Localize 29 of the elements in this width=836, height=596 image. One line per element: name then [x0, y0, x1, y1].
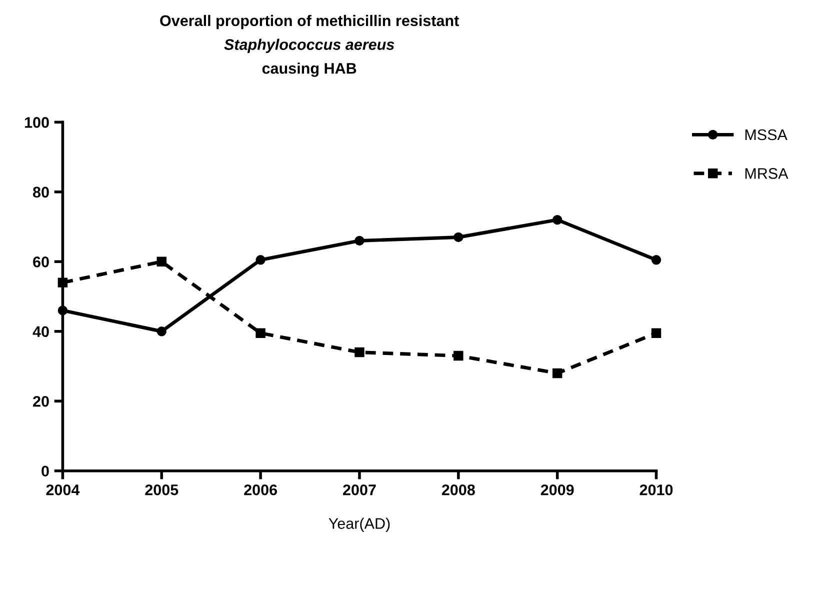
y-tick-label: 0: [42, 466, 49, 477]
point: [552, 214, 562, 225]
y-tick-label: 60: [33, 256, 49, 268]
point: [354, 347, 364, 358]
y-tick-label: 80: [33, 186, 49, 198]
chart-title: Overall proportion of methicillin resistant Staphylococcus aereus causing HAB: [160, 14, 459, 77]
point: [651, 255, 662, 265]
y-tick-label: 40: [32, 326, 49, 338]
x-tick-label: 2005: [145, 484, 178, 496]
legend-label: MRSA: [745, 168, 788, 179]
point: [552, 368, 562, 378]
y-tick-label: 100: [24, 117, 49, 128]
x-tick-label: 2004: [46, 484, 80, 496]
point: [156, 256, 166, 267]
y-tick-label: 20: [33, 396, 49, 407]
x-tick-label: 2008: [442, 484, 475, 496]
x-tick-label: 2009: [540, 484, 574, 496]
point: [256, 328, 266, 338]
x-axis-title: Year(AD): [328, 518, 390, 532]
x-tick-label: 2006: [244, 484, 277, 496]
point: [454, 350, 464, 361]
x-tick-label: 2007: [343, 484, 376, 496]
point: [454, 232, 464, 242]
legend-label: MSSA: [745, 129, 788, 140]
point: [156, 326, 166, 336]
x-tick-label: 2010: [640, 484, 673, 496]
point: [651, 328, 662, 338]
point: [256, 255, 266, 265]
point: [354, 236, 364, 246]
